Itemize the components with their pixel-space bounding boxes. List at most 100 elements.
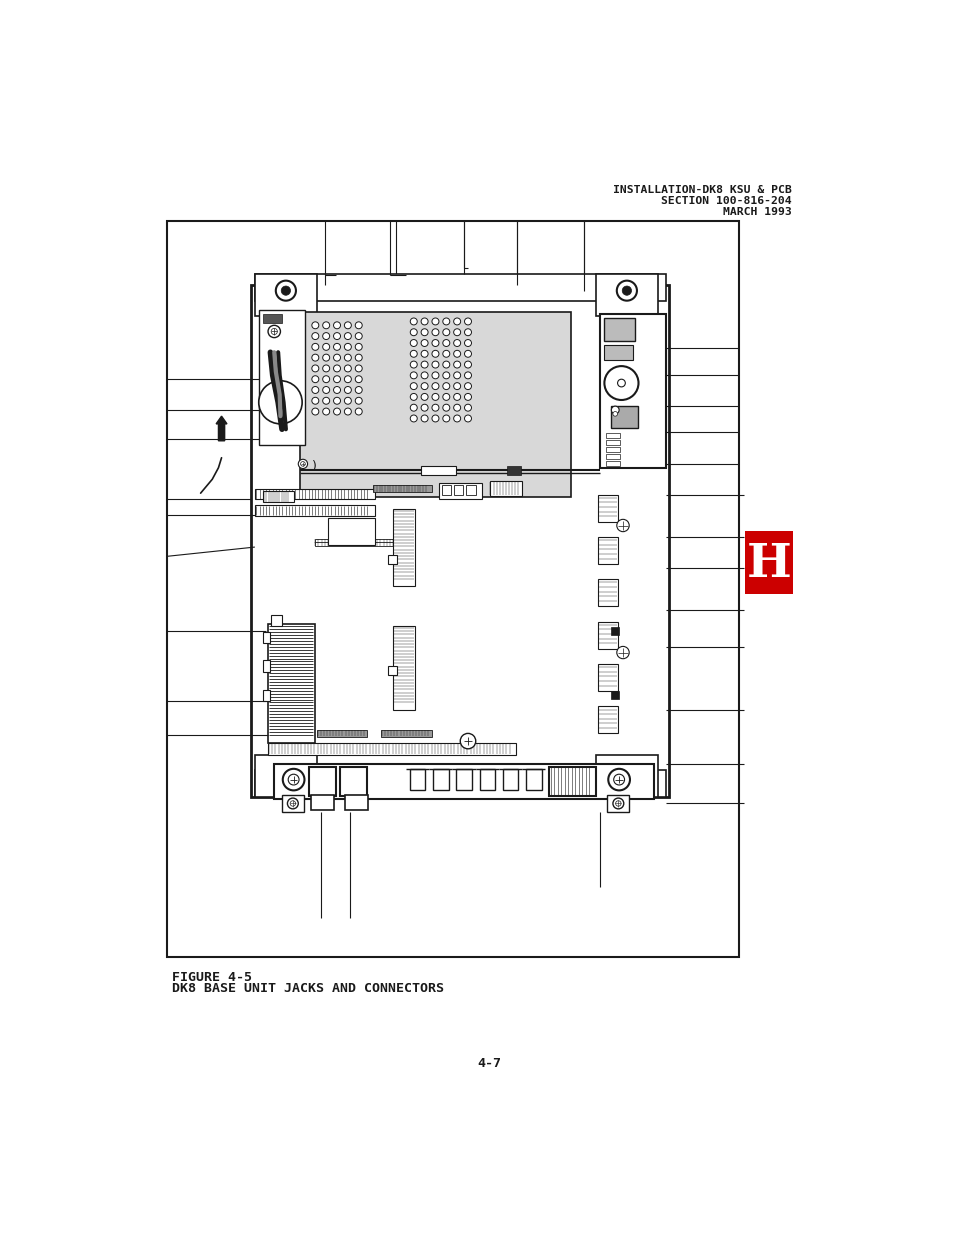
Text: H: H xyxy=(746,541,791,587)
Bar xyxy=(603,317,634,341)
Circle shape xyxy=(464,317,471,325)
Bar xyxy=(605,440,619,446)
Circle shape xyxy=(612,411,617,416)
Bar xyxy=(598,579,617,606)
Bar xyxy=(167,221,739,957)
Bar xyxy=(605,433,619,438)
Circle shape xyxy=(300,462,305,466)
Bar xyxy=(254,274,665,300)
Bar xyxy=(393,626,415,710)
Bar xyxy=(598,687,659,748)
Circle shape xyxy=(355,408,362,415)
Circle shape xyxy=(268,325,280,337)
Circle shape xyxy=(442,361,449,368)
Circle shape xyxy=(432,383,438,389)
Circle shape xyxy=(432,317,438,325)
Circle shape xyxy=(420,351,428,357)
Circle shape xyxy=(334,343,340,351)
Circle shape xyxy=(355,343,362,351)
Bar xyxy=(598,537,617,564)
Bar xyxy=(605,454,619,459)
Circle shape xyxy=(322,375,330,383)
Circle shape xyxy=(410,340,416,347)
Circle shape xyxy=(271,329,277,335)
Circle shape xyxy=(432,329,438,336)
Bar xyxy=(421,466,456,475)
Bar xyxy=(262,490,294,503)
Circle shape xyxy=(281,776,291,784)
Circle shape xyxy=(298,459,307,468)
Bar xyxy=(262,632,270,643)
Circle shape xyxy=(454,383,460,389)
Text: SECTION 100-816-204: SECTION 100-816-204 xyxy=(660,196,791,206)
Bar xyxy=(456,769,472,790)
Circle shape xyxy=(312,366,318,372)
Circle shape xyxy=(334,332,340,340)
Bar xyxy=(598,621,617,648)
Circle shape xyxy=(322,354,330,361)
Circle shape xyxy=(454,394,460,400)
Circle shape xyxy=(258,380,302,424)
Circle shape xyxy=(312,343,318,351)
Circle shape xyxy=(410,383,416,389)
Circle shape xyxy=(410,415,416,422)
Circle shape xyxy=(334,366,340,372)
Bar xyxy=(309,767,335,795)
Circle shape xyxy=(322,408,330,415)
Circle shape xyxy=(454,415,460,422)
Bar xyxy=(314,542,403,546)
Circle shape xyxy=(420,317,428,325)
Bar xyxy=(268,743,516,755)
Text: 4-7: 4-7 xyxy=(476,1057,500,1070)
Circle shape xyxy=(275,280,295,300)
Circle shape xyxy=(617,520,629,531)
Bar xyxy=(254,771,665,798)
Bar xyxy=(251,285,669,798)
Bar xyxy=(373,484,431,493)
Bar xyxy=(282,795,303,811)
Circle shape xyxy=(442,415,449,422)
Circle shape xyxy=(442,383,449,389)
Circle shape xyxy=(312,408,318,415)
Circle shape xyxy=(621,776,631,784)
Circle shape xyxy=(432,340,438,347)
Circle shape xyxy=(287,798,298,809)
Circle shape xyxy=(322,322,330,329)
Bar xyxy=(599,314,665,468)
Circle shape xyxy=(464,340,471,347)
Bar xyxy=(502,769,517,790)
Circle shape xyxy=(312,398,318,404)
Circle shape xyxy=(442,329,449,336)
Bar xyxy=(439,483,481,499)
Circle shape xyxy=(432,361,438,368)
Circle shape xyxy=(355,375,362,383)
Circle shape xyxy=(454,351,460,357)
Circle shape xyxy=(410,372,416,379)
Bar xyxy=(274,764,654,799)
Bar xyxy=(271,615,282,626)
Bar xyxy=(454,485,463,495)
Bar xyxy=(607,795,629,811)
Circle shape xyxy=(613,774,624,785)
Circle shape xyxy=(464,361,471,368)
Text: MARCH 1993: MARCH 1993 xyxy=(722,206,791,216)
Circle shape xyxy=(410,351,416,357)
Circle shape xyxy=(420,404,428,411)
Bar xyxy=(603,345,633,359)
Circle shape xyxy=(420,383,428,389)
Circle shape xyxy=(312,332,318,340)
Circle shape xyxy=(604,366,638,400)
Bar xyxy=(605,447,619,452)
Circle shape xyxy=(611,406,618,414)
Circle shape xyxy=(355,332,362,340)
Circle shape xyxy=(432,415,438,422)
Bar xyxy=(254,505,375,516)
Circle shape xyxy=(464,404,471,411)
Circle shape xyxy=(344,375,351,383)
Circle shape xyxy=(322,366,330,372)
Circle shape xyxy=(420,415,428,422)
Bar xyxy=(410,769,425,790)
Circle shape xyxy=(312,387,318,394)
Bar xyxy=(268,624,314,743)
Bar xyxy=(381,730,431,737)
